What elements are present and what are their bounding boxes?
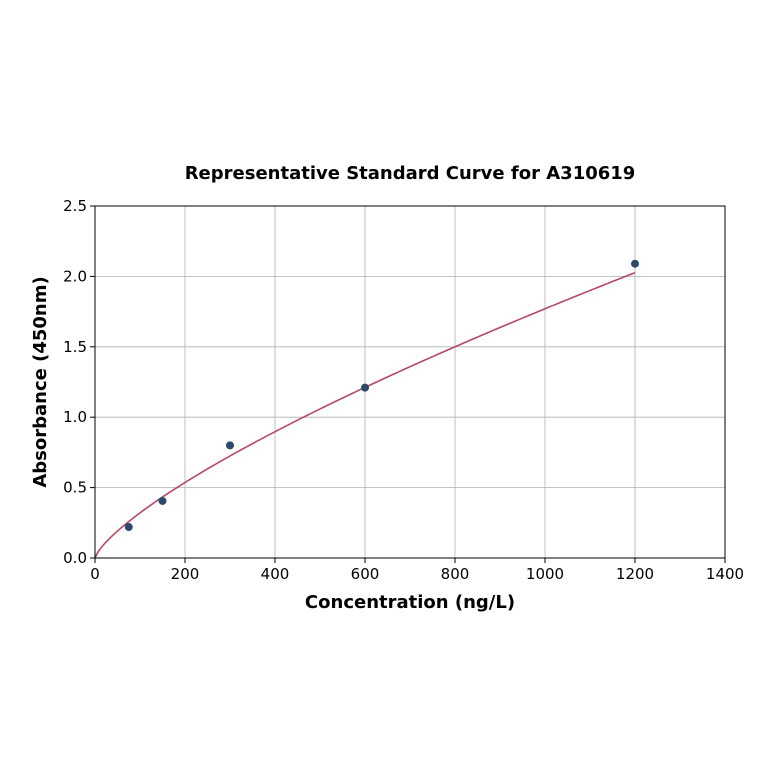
x-tick-label: 1000 xyxy=(526,565,564,583)
chart-title: Representative Standard Curve for A31061… xyxy=(185,163,636,184)
x-axis-label: Concentration (ng/L) xyxy=(305,592,515,613)
data-point xyxy=(361,383,369,392)
data-point xyxy=(124,523,133,532)
y-axis-label: Absorbance (450nm) xyxy=(30,276,51,487)
x-tick-label: 1400 xyxy=(706,565,744,583)
y-tick-label: 1.0 xyxy=(63,408,87,426)
y-tick-label: 0.0 xyxy=(63,549,87,567)
x-tick-label: 0 xyxy=(90,565,100,583)
y-tick-label: 1.5 xyxy=(63,338,87,356)
data-point xyxy=(226,441,234,450)
x-tick-label: 600 xyxy=(351,565,380,583)
data-point xyxy=(158,496,167,505)
y-tick-label: 2.0 xyxy=(63,267,87,285)
x-tick-label: 800 xyxy=(441,565,470,583)
x-tick-label: 1200 xyxy=(616,565,654,583)
data-point xyxy=(631,259,639,268)
x-tick-label: 400 xyxy=(261,565,290,583)
x-tick-label: 200 xyxy=(171,565,200,583)
plot-frame xyxy=(94,205,726,559)
y-tick-label: 2.5 xyxy=(63,197,87,215)
y-tick-label: 0.5 xyxy=(63,479,87,497)
